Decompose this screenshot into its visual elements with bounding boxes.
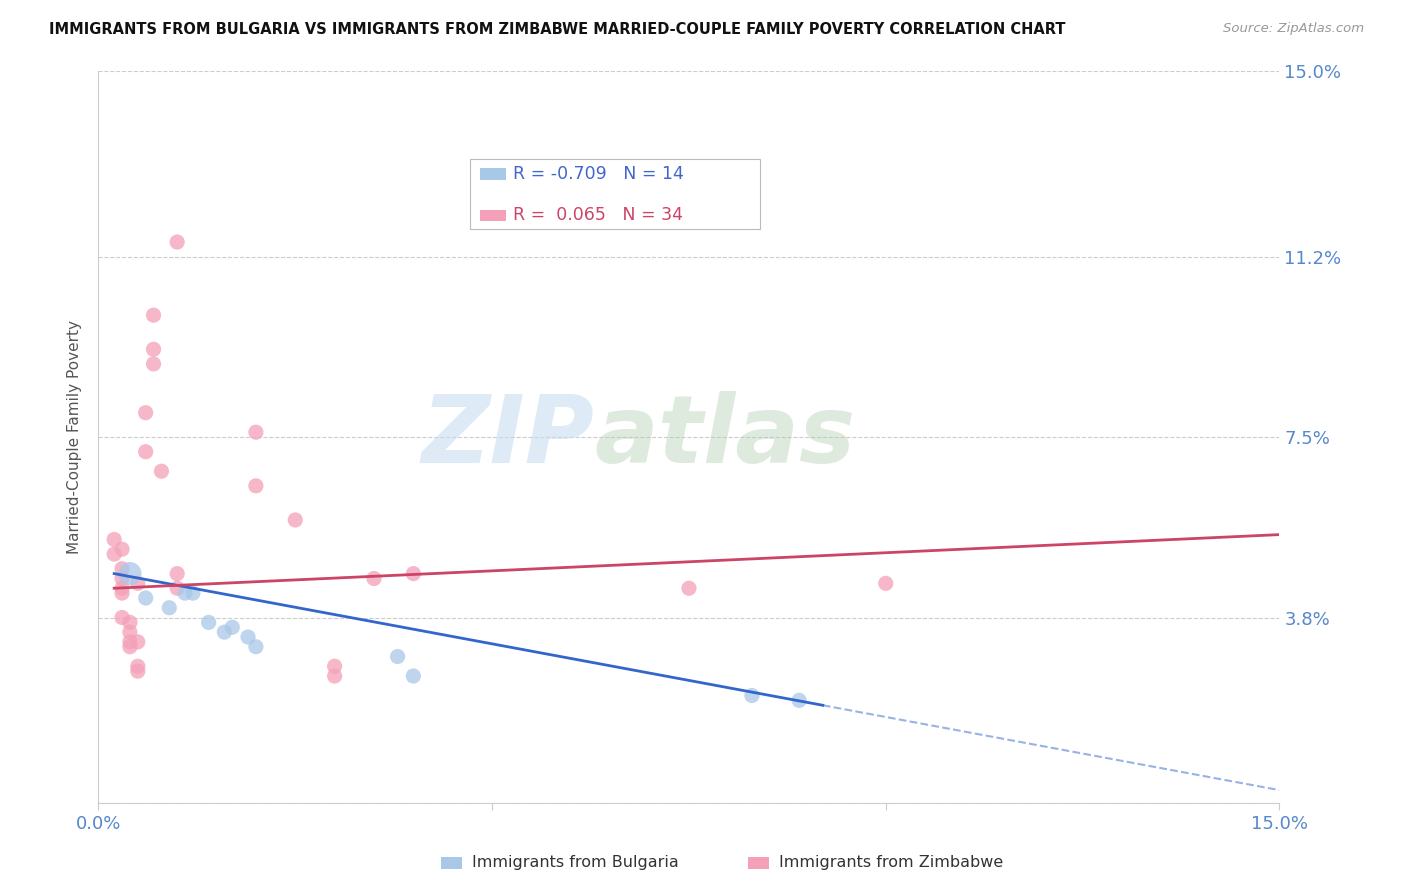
Point [323, 659, 346, 673]
Point [118, 566, 141, 581]
Point [875, 576, 897, 591]
Text: Immigrants from Zimbabwe: Immigrants from Zimbabwe [779, 855, 1002, 871]
Point [135, 444, 157, 458]
FancyBboxPatch shape [479, 168, 506, 179]
FancyBboxPatch shape [748, 857, 769, 869]
Point [181, 586, 204, 600]
Point [245, 479, 267, 493]
Point [363, 572, 385, 586]
Point [111, 572, 134, 586]
Y-axis label: Married-Couple Family Poverty: Married-Couple Family Poverty [67, 320, 83, 554]
Text: ZIP: ZIP [422, 391, 595, 483]
Point [103, 533, 125, 547]
Text: R =  0.065   N = 34: R = 0.065 N = 34 [513, 206, 683, 225]
Point [127, 576, 149, 591]
Point [245, 640, 267, 654]
Text: Source: ZipAtlas.com: Source: ZipAtlas.com [1223, 22, 1364, 36]
Text: R = -0.709   N = 14: R = -0.709 N = 14 [513, 165, 683, 183]
FancyBboxPatch shape [479, 210, 506, 221]
Point [135, 591, 157, 605]
Point [111, 581, 134, 595]
Point [197, 615, 219, 630]
Point [127, 659, 149, 673]
Point [142, 357, 165, 371]
Point [166, 235, 188, 249]
Point [741, 689, 763, 703]
Text: Immigrants from Bulgaria: Immigrants from Bulgaria [471, 855, 678, 871]
FancyBboxPatch shape [471, 159, 759, 228]
Point [402, 669, 425, 683]
Point [387, 649, 409, 664]
Point [174, 586, 197, 600]
Text: IMMIGRANTS FROM BULGARIA VS IMMIGRANTS FROM ZIMBABWE MARRIED-COUPLE FAMILY POVER: IMMIGRANTS FROM BULGARIA VS IMMIGRANTS F… [49, 22, 1066, 37]
Point [103, 547, 125, 561]
Point [118, 640, 141, 654]
Point [118, 635, 141, 649]
FancyBboxPatch shape [441, 857, 463, 869]
Point [118, 615, 141, 630]
Point [402, 566, 425, 581]
Point [323, 669, 346, 683]
Point [245, 425, 267, 440]
Point [127, 635, 149, 649]
Point [787, 693, 810, 707]
Text: atlas: atlas [595, 391, 856, 483]
Point [150, 464, 173, 478]
Point [678, 581, 700, 595]
Point [142, 343, 165, 357]
Point [166, 566, 188, 581]
Point [166, 581, 188, 595]
Point [221, 620, 243, 634]
Point [142, 308, 165, 322]
Point [111, 562, 134, 576]
Point [118, 625, 141, 640]
Point [111, 610, 134, 624]
Point [157, 600, 180, 615]
Point [236, 630, 259, 644]
Point [111, 586, 134, 600]
Point [135, 406, 157, 420]
Point [111, 542, 134, 557]
Point [214, 625, 236, 640]
Point [127, 664, 149, 678]
Point [284, 513, 307, 527]
